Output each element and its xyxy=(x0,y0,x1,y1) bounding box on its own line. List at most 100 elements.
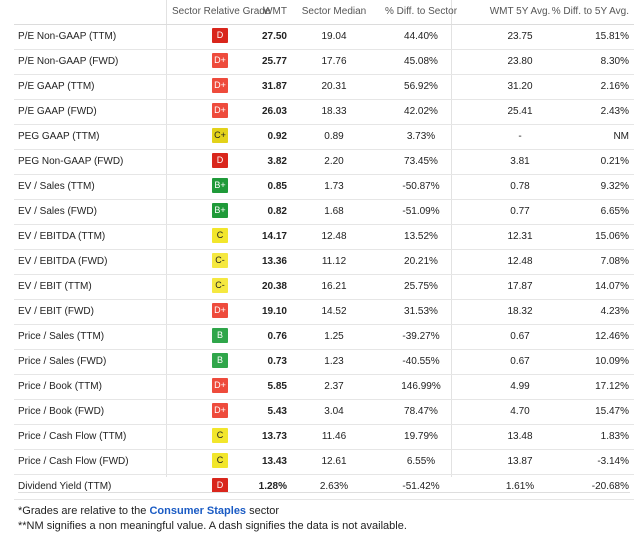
diff-to-sector-value: -40.55% xyxy=(402,356,440,367)
diff-to-5y-avg-value: 14.07% xyxy=(595,281,629,292)
diff-to-sector-value: 73.45% xyxy=(404,156,438,167)
wmt-5y-avg-value: 4.70 xyxy=(510,406,530,417)
diff-to-5y-avg-value: 15.81% xyxy=(595,31,629,42)
header-diff-to-sector: % Diff. to Sector xyxy=(384,6,458,17)
table-row: P/E GAAP (FWD) D+ 26.03 18.33 42.02% 25.41 2.4… xyxy=(14,100,634,125)
wmt-value: 25.77 xyxy=(261,56,287,67)
grade-badge: D+ xyxy=(212,102,228,118)
grade-cell: D+ xyxy=(172,75,268,99)
grade-badge: B xyxy=(212,327,228,343)
sector-median-value: 20.31 xyxy=(321,81,347,92)
wmt-value: 14.17 xyxy=(261,231,287,242)
wmt-value: 0.82 xyxy=(267,206,287,217)
grade-cell: D+ xyxy=(172,375,268,399)
table-row: Price / Book (FWD) D+ 5.43 3.04 78.47% 4.70 15… xyxy=(14,400,634,425)
diff-to-5y-avg-value: 7.08% xyxy=(600,256,629,267)
valuation-table: Sector Relative Grade WMT Sector Median … xyxy=(14,0,634,500)
table-row: EV / EBIT (FWD) D+ 19.10 14.52 31.53% 18.32 4.… xyxy=(14,300,634,325)
diff-to-sector-value: 13.52% xyxy=(404,231,438,242)
wmt-5y-avg-value: 13.87 xyxy=(507,456,533,467)
diff-to-5y-avg-value: 12.46% xyxy=(595,331,629,342)
diff-to-sector-value: 25.75% xyxy=(404,281,438,292)
wmt-value: 13.73 xyxy=(261,431,287,442)
wmt-5y-avg-value: 12.48 xyxy=(507,256,533,267)
grade-cell: D xyxy=(172,25,268,49)
diff-to-5y-avg-value: 15.06% xyxy=(595,231,629,242)
grade-badge: D xyxy=(212,27,228,43)
wmt-5y-avg-value: 12.31 xyxy=(507,231,533,242)
wmt-5y-avg-value: 1.61% xyxy=(505,481,535,492)
metric-name: EV / EBIT (TTM) xyxy=(18,281,92,292)
grade-badge: C- xyxy=(212,277,228,293)
sector-median-value: 18.33 xyxy=(321,106,347,117)
grade-badge: C+ xyxy=(212,127,228,143)
table-row: EV / EBITDA (FWD) C- 13.36 11.12 20.21% 12.48… xyxy=(14,250,634,275)
diff-to-sector-value: 19.79% xyxy=(404,431,438,442)
footnote-grades-prefix: *Grades are relative to the xyxy=(18,505,147,517)
diff-to-sector-value: 6.55% xyxy=(406,456,436,467)
header-sector-median: Sector Median xyxy=(301,6,367,17)
sector-median-value: 19.04 xyxy=(321,31,347,42)
sector-median-value: 1.23 xyxy=(324,356,344,367)
diff-to-5y-avg-value: 9.32% xyxy=(600,181,629,192)
header-diff-to-5y-avg: % Diff. to 5Y Avg. xyxy=(551,6,629,17)
wmt-5y-avg-value: 23.75 xyxy=(507,31,533,42)
table-row: EV / Sales (FWD) B+ 0.82 1.68 -51.09% 0.77 6.6… xyxy=(14,200,634,225)
wmt-5y-avg-value: 4.99 xyxy=(510,381,530,392)
header-wmt: WMT xyxy=(263,6,287,17)
footnote-nm: **NM signifies a non meaningful value. A… xyxy=(18,520,407,532)
metric-name: EV / EBITDA (FWD) xyxy=(18,256,108,267)
grade-badge: B xyxy=(212,352,228,368)
grade-badge: B+ xyxy=(212,202,228,218)
grade-cell: D+ xyxy=(172,100,268,124)
diff-to-5y-avg-value: 8.30% xyxy=(600,56,629,67)
metric-name: P/E Non-GAAP (TTM) xyxy=(18,31,117,42)
table-row: Price / Cash Flow (FWD) C 13.43 12.61 6.55% 1… xyxy=(14,450,634,475)
metric-name: P/E Non-GAAP (FWD) xyxy=(18,56,119,67)
metric-name: EV / EBIT (FWD) xyxy=(18,306,94,317)
metric-name: Price / Cash Flow (TTM) xyxy=(18,431,127,442)
metric-name: PEG Non-GAAP (FWD) xyxy=(18,156,124,167)
table-row: Price / Sales (FWD) B 0.73 1.23 -40.55% 0.67 1… xyxy=(14,350,634,375)
sector-median-value: 16.21 xyxy=(321,281,347,292)
grade-cell: D xyxy=(172,475,268,499)
sector-median-value: 0.89 xyxy=(324,131,344,142)
metric-name: Price / Book (FWD) xyxy=(18,406,105,417)
table-row: EV / Sales (TTM) B+ 0.85 1.73 -50.87% 0.78 9.3… xyxy=(14,175,634,200)
diff-to-sector-value: 56.92% xyxy=(404,81,438,92)
wmt-5y-avg-value: 0.67 xyxy=(510,331,530,342)
grade-cell: B+ xyxy=(172,200,268,224)
wmt-value: 20.38 xyxy=(261,281,287,292)
wmt-value: 26.03 xyxy=(261,106,287,117)
sector-median-value: 1.25 xyxy=(324,331,344,342)
table-row: Price / Sales (TTM) B 0.76 1.25 -39.27% 0.67 1… xyxy=(14,325,634,350)
metric-name: EV / Sales (TTM) xyxy=(18,181,95,192)
wmt-5y-avg-value: 0.67 xyxy=(510,356,530,367)
wmt-value: 0.85 xyxy=(267,181,287,192)
grade-badge: D+ xyxy=(212,302,228,318)
consumer-staples-link[interactable]: Consumer Staples xyxy=(149,505,247,517)
diff-to-5y-avg-value: 6.65% xyxy=(600,206,629,217)
metric-name: Price / Sales (TTM) xyxy=(18,331,105,342)
wmt-5y-avg-value: 25.41 xyxy=(507,106,533,117)
sector-median-value: 1.73 xyxy=(324,181,344,192)
metric-name: Price / Cash Flow (FWD) xyxy=(18,456,129,467)
metric-name: EV / Sales (FWD) xyxy=(18,206,97,217)
diff-to-5y-avg-value: 17.12% xyxy=(595,381,629,392)
sector-median-value: 14.52 xyxy=(321,306,347,317)
header-metric xyxy=(18,0,168,24)
metric-name: P/E GAAP (FWD) xyxy=(18,106,97,117)
column-divider xyxy=(166,0,167,477)
grade-cell: B+ xyxy=(172,175,268,199)
header-sector-relative-grade: Sector Relative Grade xyxy=(172,6,271,17)
grade-badge: D+ xyxy=(212,402,228,418)
grade-badge: C xyxy=(212,427,228,443)
diff-to-sector-value: -50.87% xyxy=(402,181,440,192)
sector-median-value: 17.76 xyxy=(321,56,347,67)
diff-to-5y-avg-value: 2.43% xyxy=(600,106,629,117)
grade-cell: C xyxy=(172,450,268,474)
grade-cell: C- xyxy=(172,275,268,299)
metric-name: PEG GAAP (TTM) xyxy=(18,131,100,142)
diff-to-5y-avg-value: 15.47% xyxy=(595,406,629,417)
grade-cell: D+ xyxy=(172,50,268,74)
